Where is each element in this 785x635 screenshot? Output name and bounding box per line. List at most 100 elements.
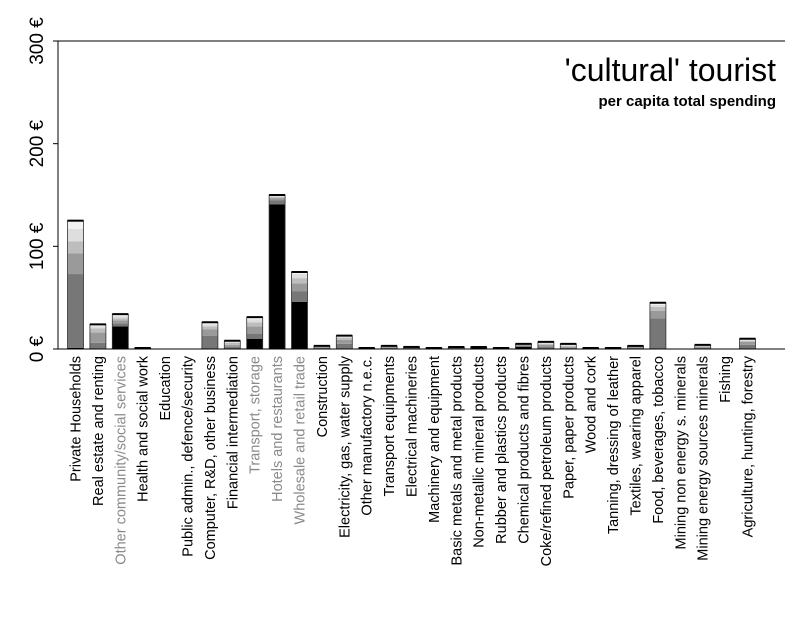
bar-segment [336,336,353,338]
bar-segment [739,340,756,342]
bar-segment [89,342,106,349]
category-label: Public admin., defence/security [181,355,197,556]
bar-segment [336,339,353,344]
category-label: Financial intermediation [225,356,241,509]
category-label: Textiles, wearing apparel [629,356,645,516]
bar-segment [448,347,465,349]
bar-group [89,323,107,350]
bar-segment [246,317,263,320]
bar-segment [291,301,308,349]
bar-segment [201,329,218,336]
bar-segment [112,323,129,327]
bar-segment [560,347,577,349]
bar-segment [291,274,308,279]
category-label: Coke/refined petroleum products [539,356,555,566]
bar-segment [313,346,330,348]
bar-segment [739,339,756,341]
bar-segment [112,314,129,317]
bar-group [694,343,712,350]
bar-segment [627,346,644,348]
bar-segment [112,318,129,321]
bar-segment [694,347,711,349]
bar-segment [224,341,241,343]
bar-segment [291,283,308,292]
bar-segment [246,333,263,339]
chart-title: 'cultural' tourist [565,52,777,88]
bar-segment [269,196,286,198]
category-label: Transport equipments [382,356,398,497]
bar-segment [67,220,84,229]
bar-segment [246,319,263,323]
category-label: Wholesale and retail trade [293,356,309,524]
bar-group [223,339,241,350]
bar-segment [112,326,129,349]
x-axis-labels: Private Households Real estate and rentin… [69,355,757,566]
bar-segment [403,347,420,349]
y-tick-label: 300 € [27,17,48,65]
category-label: Electrical machineries [405,356,421,497]
category-label: Rubber and plastics products [494,356,510,544]
bar-segment [269,197,286,199]
bar-segment [224,342,241,345]
bar-segment [291,291,308,302]
bar-segment [627,347,644,349]
bar-segment [739,341,756,345]
bar-segment [336,337,353,340]
category-label: Construction [315,356,331,437]
bar-group [515,342,532,350]
category-label: Other community/social services [113,356,129,565]
category-label: Computer, R&D, other business [203,356,219,560]
bar-segment [224,346,241,349]
bar-segment [246,338,263,349]
bar-segment [537,342,554,344]
category-label: Machinery and equipment [427,356,443,523]
category-label: Other manufactory n.e.c. [360,356,376,516]
category-label: Tanning, dressing of leather [606,356,622,534]
bar-segment [67,347,84,349]
bar-segment [560,344,577,346]
bar-segment [336,343,353,349]
category-label: Private Households [69,356,85,482]
bar-segment [649,304,666,307]
bar-segment [694,345,711,347]
bar-group [537,340,555,350]
bar-segment [515,345,532,347]
bars [67,194,756,350]
category-label: Mining energy sources minerals [696,356,712,561]
bar-group [649,301,667,350]
bar-group [111,313,129,350]
category-label: Transport, storage [248,356,264,474]
bar-segment [67,241,84,254]
bar-group [739,337,756,350]
bar-segment [89,324,106,327]
category-label: Non-metallic mineral products [472,356,488,548]
bar-segment [89,326,106,329]
bar-segment [649,306,666,312]
category-label: Electricity, gas, water supply [337,355,353,538]
bar-segment [381,346,398,348]
bar-group [246,316,264,350]
bar-segment [381,347,398,349]
category-label: Real estate and renting [91,356,107,506]
category-label: Agriculture, hunting, forestry [741,355,757,537]
bar-segment [89,332,106,343]
bar-segment [537,343,554,345]
y-tick-label: 200 € [27,119,48,167]
bar-segment [224,344,241,347]
bar-segment [112,316,129,319]
bar-segment [470,347,487,349]
bar-segment [246,322,263,327]
bar-segment [739,344,756,349]
bar-segment [313,347,330,349]
y-tick-label: 0 € [27,335,48,362]
bar-segment [112,320,129,324]
bar-segment [291,278,308,284]
bar-segment [537,344,554,347]
bar-segment [649,302,666,305]
category-label: Food, beverages, tobacco [651,356,667,524]
bar-segment [649,318,666,349]
bar-segment [89,328,106,333]
bar-group [291,271,308,350]
bar-segment [515,344,532,346]
category-label: Fishing [718,356,734,403]
